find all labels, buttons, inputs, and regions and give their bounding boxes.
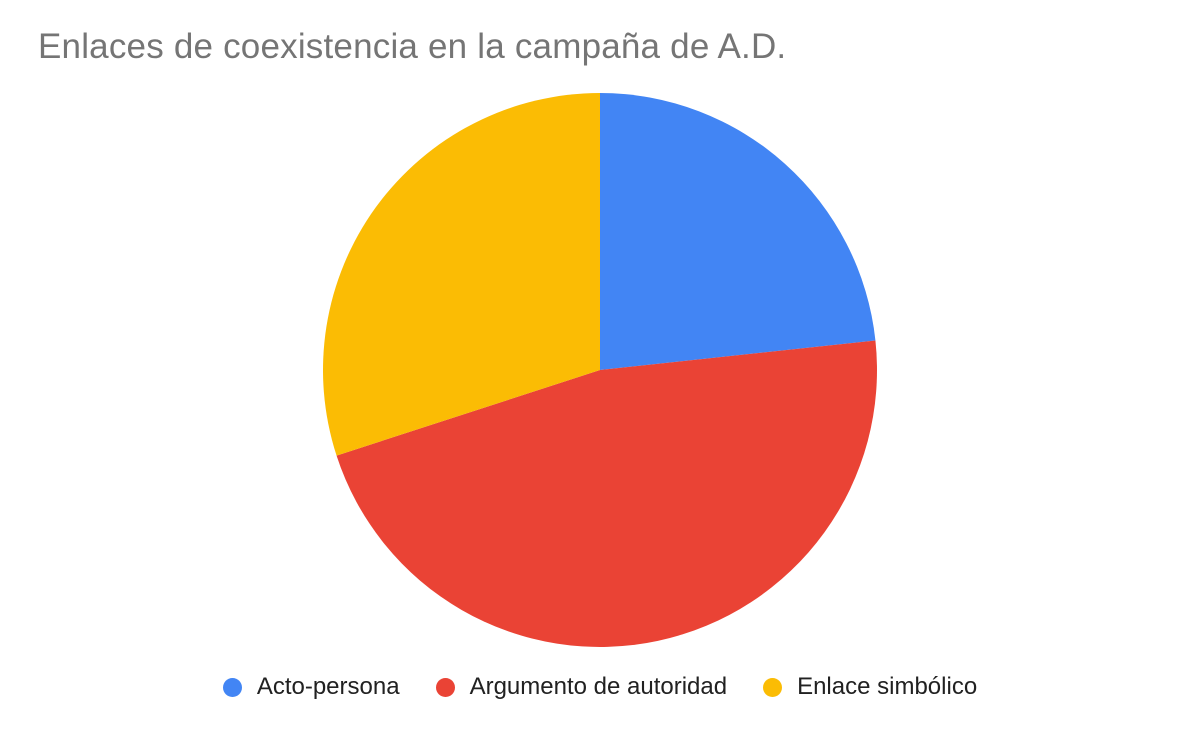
legend-marker-circle-acto-persona xyxy=(222,677,242,697)
pie-slice-enlace-simbolico[interactable] xyxy=(323,93,600,456)
legend-item-enlace-simbolico: Enlace simbólico xyxy=(763,673,977,701)
legend-marker-circle-argumento-de-autoridad xyxy=(435,677,455,697)
chart-legend: Acto-persona Argumento de autoridad Enla… xyxy=(0,671,1200,703)
pie-slice-acto-persona[interactable] xyxy=(600,93,876,370)
legend-label-enlace-simbolico: Enlace simbólico xyxy=(797,673,978,700)
legend-label-acto-persona: Acto-persona xyxy=(256,673,400,700)
legend-item-argumento-de-autoridad: Argumento de autoridad xyxy=(435,673,728,701)
legend-item-acto-persona: Acto-persona xyxy=(222,673,400,701)
pie-chart xyxy=(323,93,877,647)
legend-label-argumento-de-autoridad: Argumento de autoridad xyxy=(469,673,728,700)
legend-marker-circle-enlace-simbolico xyxy=(763,677,783,697)
pie-slice-argumento-de-autoridad[interactable] xyxy=(336,340,877,647)
chart-title: Enlaces de coexistencia en la campaña de… xyxy=(38,27,787,66)
